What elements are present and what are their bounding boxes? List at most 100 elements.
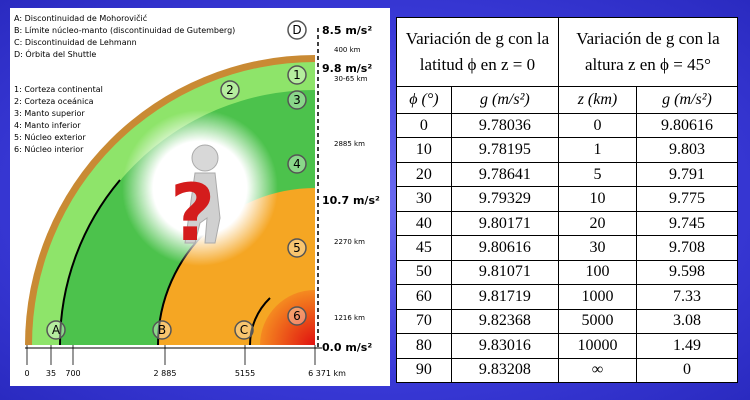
table-cell: 9.598 xyxy=(636,259,738,286)
legend-item: 6: Núcleo interior xyxy=(14,145,84,154)
gravity-table: Variación de g con la latitud ϕ en z = 0… xyxy=(396,17,739,384)
boundary xyxy=(248,297,271,346)
legend-item: 4: Manto inferior xyxy=(14,121,81,130)
table-cell: 100 xyxy=(557,259,638,286)
axis-label: 700 xyxy=(65,369,80,378)
depth-label: 30-65 km xyxy=(334,75,368,83)
gravity-label: 0.0 m/s² xyxy=(322,341,372,354)
legend-item: B: Límite núcleo-manto (discontinuidad d… xyxy=(14,26,235,35)
table-header: Variación de g con la latitud ϕ en z = 0 xyxy=(396,17,559,87)
figure-head xyxy=(191,144,219,172)
question-mark: ? xyxy=(170,169,215,259)
marker-circle xyxy=(234,320,254,340)
table-cell: 20 xyxy=(396,161,452,188)
table-cell: 9.81719 xyxy=(450,284,559,310)
table-cell: 5000 xyxy=(557,308,638,335)
table-cell: 1.49 xyxy=(636,333,738,359)
gravity-label: 8.5 m/s² xyxy=(322,24,372,37)
table-cell: 9.83016 xyxy=(450,333,559,359)
axis-label: 2 885 xyxy=(154,369,177,378)
figure-body xyxy=(184,172,221,244)
axis-label: 0 xyxy=(24,369,29,378)
depth-label: 2885 km xyxy=(334,140,365,148)
table-row: 20 9.78641 5 9.791 xyxy=(396,161,738,188)
table-cell: 45 xyxy=(396,235,452,261)
marker-label: C xyxy=(240,323,248,337)
axis-label: 5155 xyxy=(235,369,255,378)
axis-label: 35 xyxy=(46,369,56,378)
table-header: Variación de g con la altura z en ϕ = 45… xyxy=(557,17,739,87)
marker-label: 5 xyxy=(293,241,301,255)
table-cell: 80 xyxy=(396,333,452,359)
table-cell: 9.745 xyxy=(636,210,738,237)
table-cell: 9.81071 xyxy=(450,259,559,286)
gravity-label: 10.7 m/s² xyxy=(322,194,380,207)
marker-label: 2 xyxy=(226,83,234,97)
table-row: 60 9.81719 1000 7.33 xyxy=(396,284,738,310)
table-cell: 40 xyxy=(396,210,452,237)
marker-circle xyxy=(287,20,307,40)
depth-label: 1216 km xyxy=(334,314,365,322)
table-row: 90 9.83208 ∞ 0 xyxy=(396,357,738,384)
table-cell: 9.803 xyxy=(636,137,738,163)
marker-circle xyxy=(220,80,240,100)
legend-item: 2: Corteza oceánica xyxy=(14,97,94,106)
table-cell: 30 xyxy=(557,235,638,261)
subheader-row: ϕ (°) g (m/s²) z (km) g (m/s²) xyxy=(396,86,738,114)
table-row: 40 9.80171 20 9.745 xyxy=(396,210,738,237)
table-cell: 3.08 xyxy=(636,308,738,335)
table-cell: 9.78036 xyxy=(450,112,559,139)
marker-label: 1 xyxy=(293,68,301,82)
table-cell: 0 xyxy=(557,112,638,139)
diagram-panel: ? A: Discontinuidad de Mohorovičić B: Lím… xyxy=(10,8,390,386)
legend-item: C: Discontinuidad de Lehmann xyxy=(14,38,137,47)
marker-circle xyxy=(152,320,172,340)
table-cell: 9.791 xyxy=(636,161,738,188)
table-row: 10 9.78195 1 9.803 xyxy=(396,137,738,163)
marker-circle xyxy=(46,320,66,340)
table-cell: 9.80616 xyxy=(636,112,738,139)
table-cell: 9.83208 xyxy=(450,357,559,384)
earth-diagram: ? A: Discontinuidad de Mohorovičić B: Lím… xyxy=(14,13,380,378)
table-subheader: g (m/s²) xyxy=(450,86,559,114)
table-cell: 90 xyxy=(396,357,452,384)
legend-item: A: Discontinuidad de Mohorovičić xyxy=(14,13,147,23)
gravity-label: 9.8 m/s² xyxy=(322,62,372,75)
legend-item: 5: Núcleo exterior xyxy=(14,133,86,142)
table-row: 80 9.83016 10000 1.49 xyxy=(396,333,738,359)
table-cell: 9.79329 xyxy=(450,186,559,212)
table-cell: 9.78641 xyxy=(450,161,559,188)
marker-label: A xyxy=(52,323,61,337)
table-cell: 50 xyxy=(396,259,452,286)
marker-label: 4 xyxy=(293,157,301,171)
table-row: 0 9.78036 0 9.80616 xyxy=(396,112,738,139)
table-cell: 9.775 xyxy=(636,186,738,212)
table-cell: 9.80171 xyxy=(450,210,559,237)
marker-circle xyxy=(287,306,307,326)
legend-item: 3: Manto superior xyxy=(14,109,85,118)
table-cell: 20 xyxy=(557,210,638,237)
marker-label: 6 xyxy=(293,309,301,323)
table-subheader: z (km) xyxy=(557,86,638,114)
table-cell: 9.708 xyxy=(636,235,738,261)
table-cell: 10 xyxy=(396,137,452,163)
table-cell: 10000 xyxy=(557,333,638,359)
depth-label: 2270 km xyxy=(334,238,365,246)
boundary xyxy=(58,179,121,346)
table-cell: 60 xyxy=(396,284,452,310)
marker-label: D xyxy=(292,23,301,37)
table-cell: 1 xyxy=(557,137,638,163)
table-row: 30 9.79329 10 9.775 xyxy=(396,186,738,212)
depth-label: 400 km xyxy=(334,46,361,54)
table-subheader: ϕ (°) xyxy=(396,86,452,114)
table-cell: 30 xyxy=(396,186,452,212)
marker-label: B xyxy=(158,323,166,337)
table-cell: 10 xyxy=(557,186,638,212)
marker-label: 3 xyxy=(293,93,301,107)
table-cell: 1000 xyxy=(557,284,638,310)
legend-item: 1: Corteza continental xyxy=(14,85,103,94)
legend-item: D: Órbita del Shuttle xyxy=(14,48,96,59)
table-cell: 5 xyxy=(557,161,638,188)
table-cell: 0 xyxy=(396,112,452,139)
